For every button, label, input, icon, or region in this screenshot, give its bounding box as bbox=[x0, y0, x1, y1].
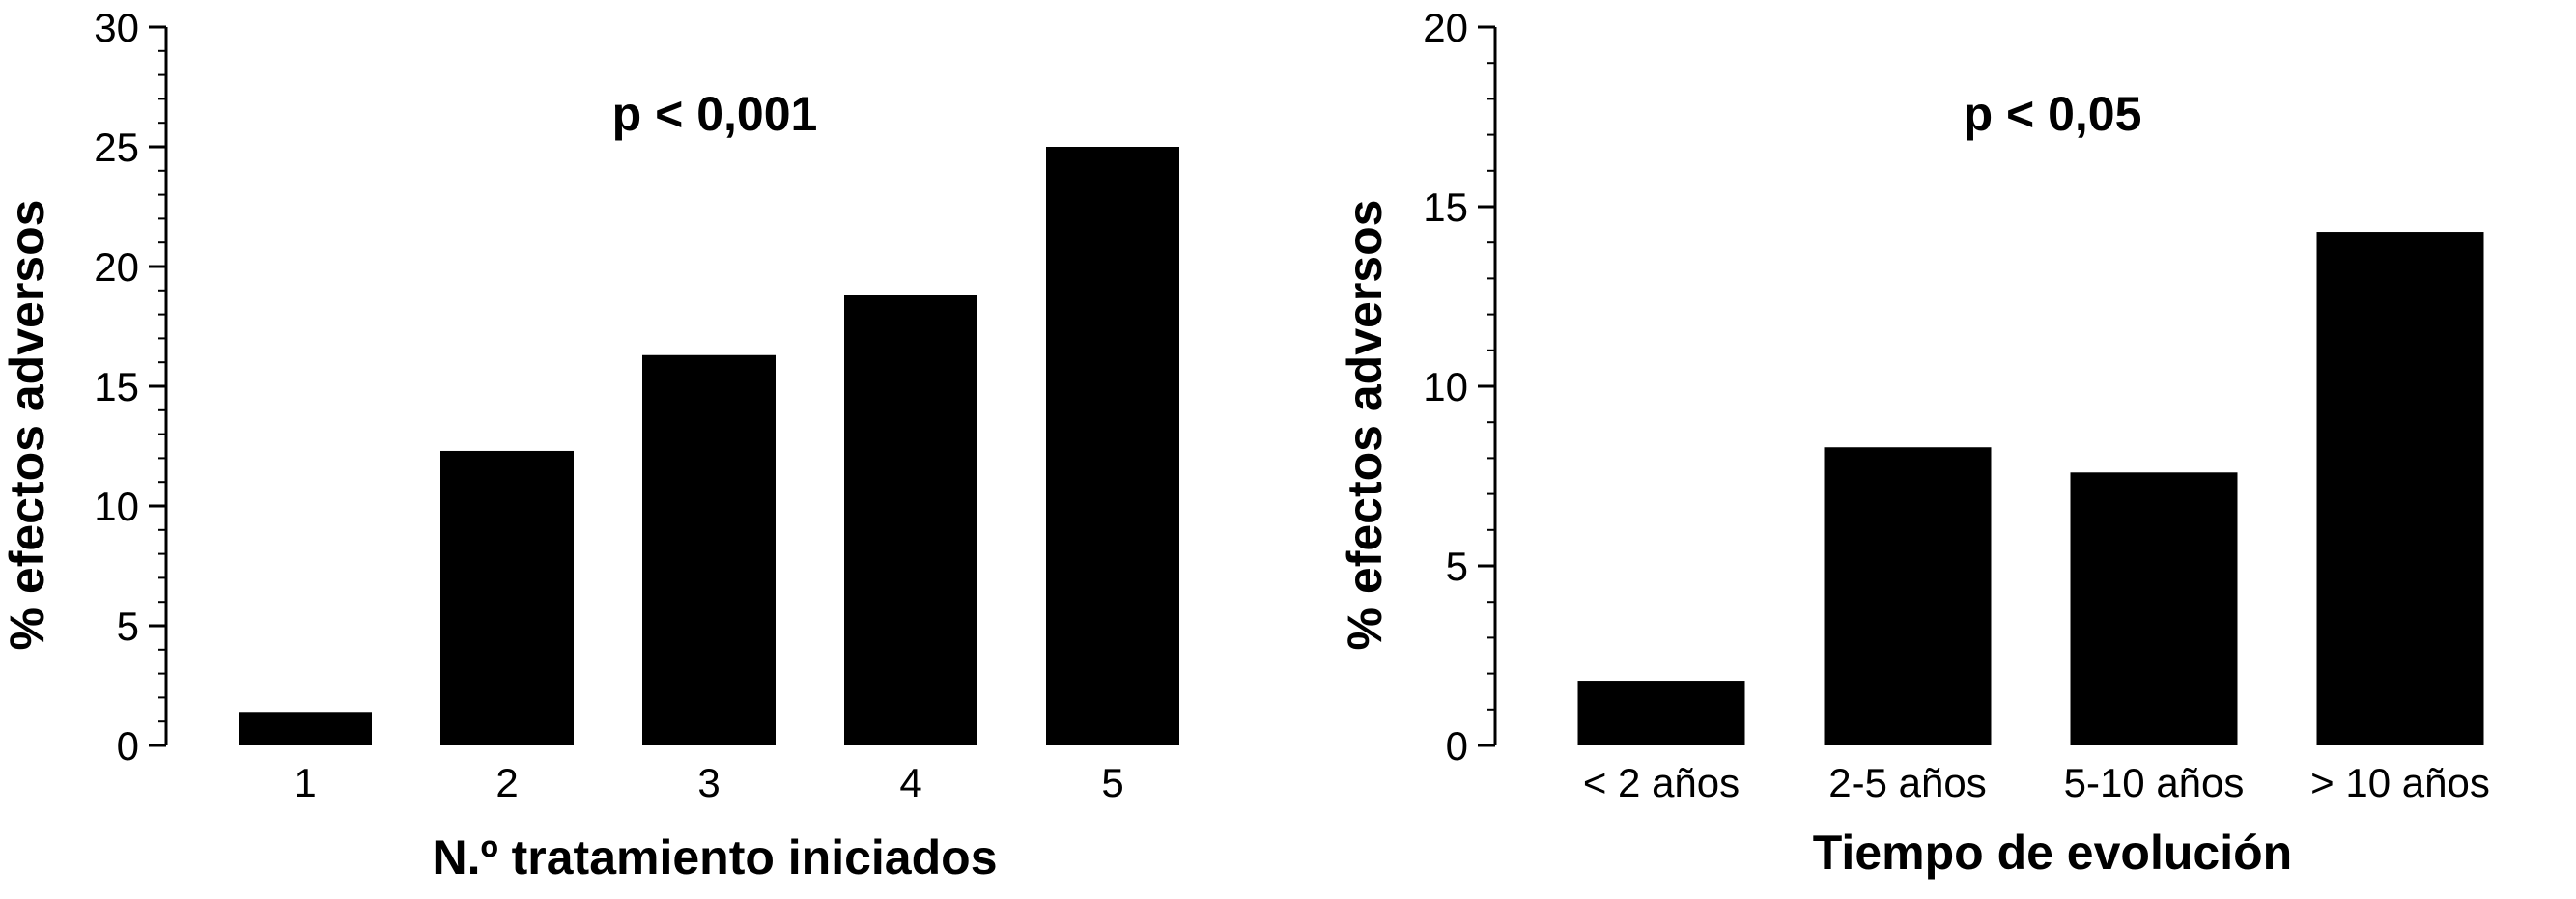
bar bbox=[239, 712, 372, 745]
y-tick-label: 0 bbox=[1446, 723, 1468, 769]
x-tick-label: > 10 años bbox=[2310, 760, 2490, 805]
bar bbox=[642, 354, 776, 745]
y-tick-label: 0 bbox=[117, 723, 139, 769]
x-tick-label: 5-10 años bbox=[2064, 760, 2245, 805]
p-value-annotation: p < 0,001 bbox=[612, 87, 818, 141]
bar bbox=[1577, 681, 1745, 745]
y-tick-label: 15 bbox=[94, 364, 139, 409]
p-value-annotation: p < 0,05 bbox=[1964, 87, 2142, 141]
bar bbox=[844, 295, 977, 745]
y-tick-label: 5 bbox=[117, 604, 139, 649]
x-tick-label: < 2 años bbox=[1583, 760, 1740, 805]
bar bbox=[2070, 472, 2238, 745]
x-tick-label: 5 bbox=[1101, 760, 1123, 805]
y-tick-label: 10 bbox=[1423, 364, 1468, 409]
x-axis-title: Tiempo de evolución bbox=[1813, 826, 2292, 880]
x-tick-label: 2-5 años bbox=[1828, 760, 1986, 805]
x-axis-title: N.º tratamiento iniciados bbox=[432, 830, 997, 885]
y-tick-label: 20 bbox=[94, 244, 139, 290]
y-tick-label: 5 bbox=[1446, 544, 1468, 589]
chart-treatments: p < 0,001 N.º tratamiento iniciados % ef… bbox=[0, 5, 1179, 885]
y-axis-title: % efectos adversos bbox=[0, 200, 54, 651]
bar bbox=[440, 450, 574, 745]
x-tick-label: 2 bbox=[495, 760, 518, 805]
y-tick-label: 10 bbox=[94, 484, 139, 529]
x-tick-label: 3 bbox=[697, 760, 720, 805]
y-axis-title: % efectos adversos bbox=[1338, 200, 1392, 651]
bar bbox=[2316, 232, 2484, 746]
x-tick-label: 1 bbox=[294, 760, 316, 805]
bar bbox=[1046, 147, 1179, 745]
y-tick-label: 25 bbox=[94, 125, 139, 170]
chart-evolution-time: p < 0,05 Tiempo de evolución % efectos a… bbox=[1338, 5, 2490, 880]
y-tick-label: 30 bbox=[94, 5, 139, 50]
x-tick-label: 4 bbox=[899, 760, 921, 805]
y-tick-label: 15 bbox=[1423, 184, 1468, 230]
bar bbox=[1824, 447, 1992, 745]
y-tick-label: 20 bbox=[1423, 5, 1468, 50]
